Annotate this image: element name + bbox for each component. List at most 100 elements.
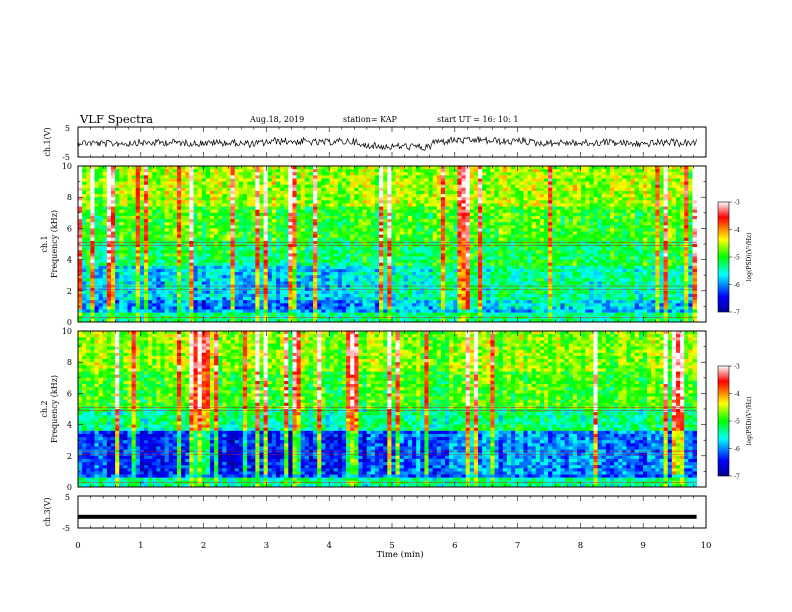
spectrogram-cell xyxy=(271,262,277,267)
spectrogram-cell xyxy=(304,166,310,170)
spectrogram-cell xyxy=(469,215,475,220)
spectrogram-cell xyxy=(655,219,660,223)
spectrogram-cell xyxy=(461,169,467,173)
spectrogram-cell xyxy=(486,247,491,251)
spectrogram-cell xyxy=(226,265,231,270)
spectrogram-cell xyxy=(292,253,297,257)
spectrogram-cell xyxy=(424,234,429,239)
spectrogram-cell xyxy=(366,253,372,257)
spectrogram-cell xyxy=(659,194,664,198)
spectrogram-cell xyxy=(412,200,417,204)
spectrogram-cell xyxy=(461,262,467,267)
spectrogram-cell xyxy=(201,175,207,179)
spectrogram-cell xyxy=(176,253,182,257)
spectrogram-cell xyxy=(313,194,318,198)
spectrogram-cell xyxy=(234,250,240,254)
spectrogram-cell xyxy=(115,175,120,179)
spectrogram-cell xyxy=(535,187,541,192)
spectrogram-cell xyxy=(90,209,95,214)
spectrogram-cell xyxy=(313,190,318,195)
spectrogram-cell xyxy=(176,203,182,207)
spectrogram-cell xyxy=(234,265,240,270)
spectrogram-cell xyxy=(614,206,619,211)
spectrogram-cell xyxy=(412,234,417,239)
spectrogram-cell xyxy=(576,228,582,232)
spectrogram-cell xyxy=(403,231,409,236)
spectrogram-cell xyxy=(131,253,137,257)
spectrogram-cell xyxy=(234,215,240,220)
spectrogram-cell xyxy=(420,197,425,201)
spectrogram-cell xyxy=(407,212,413,217)
spectrogram-cell xyxy=(366,256,372,260)
spectrogram-cell xyxy=(230,203,236,207)
spectrogram-cell xyxy=(412,187,417,192)
spectrogram-cell xyxy=(420,206,425,211)
spectrogram-cell xyxy=(597,194,603,198)
spectrogram-cell xyxy=(350,181,355,186)
spectrogram-cell xyxy=(242,231,248,236)
spectrogram-cell xyxy=(218,237,223,242)
spectrogram-cell xyxy=(581,228,586,232)
spectrogram-cell xyxy=(473,253,479,257)
spectrogram-cell xyxy=(193,209,198,214)
spectrogram-cell xyxy=(234,172,240,176)
spectrogram-cell xyxy=(313,200,318,204)
spectrogram-cell xyxy=(214,228,219,232)
spectrogram-cell xyxy=(556,262,561,267)
spectrogram-cell xyxy=(337,225,343,229)
spectrogram-cell xyxy=(461,190,467,195)
spectrogram-cell xyxy=(292,259,297,264)
spectrogram-cell xyxy=(160,215,165,220)
spectrogram-cell xyxy=(333,166,339,170)
spectrogram-cell xyxy=(152,222,157,226)
spectrogram-cell xyxy=(618,194,623,198)
spectrogram-cell xyxy=(234,234,240,239)
spectrogram-cell xyxy=(593,228,598,232)
spectrogram-cell xyxy=(490,206,495,211)
spectrogram-cell xyxy=(523,247,528,251)
spectrogram-cell xyxy=(642,175,648,179)
spectrogram-cell xyxy=(506,222,512,226)
spectrogram-cell xyxy=(445,228,450,232)
spectrogram-cell xyxy=(123,247,128,251)
spectrogram-cell xyxy=(218,209,223,214)
spectrogram-cell xyxy=(247,175,252,179)
spectrogram-cell xyxy=(102,169,108,173)
spectrogram-cell xyxy=(605,172,611,176)
spectrogram-cell xyxy=(494,228,500,232)
spectrogram-cell xyxy=(362,181,368,186)
spectrogram-cell xyxy=(251,228,256,232)
spectrogram-cell xyxy=(325,187,330,192)
spectrogram-cell xyxy=(675,237,681,242)
spectrogram-cell xyxy=(346,184,351,189)
spectrogram-cell xyxy=(214,190,219,195)
spectrogram-cell xyxy=(626,178,631,182)
spectrogram-cell xyxy=(168,256,174,260)
spectrogram-cell xyxy=(453,200,458,204)
spectrogram-cell xyxy=(172,253,178,257)
spectrogram-cell xyxy=(589,237,594,242)
spectrogram-cell xyxy=(490,190,495,195)
spectrogram-cell xyxy=(218,262,223,267)
spectrogram-cell xyxy=(692,225,697,229)
spectrogram-cell xyxy=(618,187,623,192)
spectrogram-cell xyxy=(548,194,553,198)
spectrogram-cell xyxy=(412,172,417,176)
spectrogram-cell xyxy=(238,184,244,189)
spectrogram-cell xyxy=(160,219,165,223)
spectrogram-cell xyxy=(267,225,273,229)
spectrogram-cell xyxy=(457,250,462,254)
spectrogram-cell xyxy=(176,172,182,176)
spectrogram-cell xyxy=(671,178,677,182)
spectrogram-cell xyxy=(152,169,157,173)
spectrogram-cell xyxy=(605,166,611,170)
spectrogram-cell xyxy=(160,169,165,173)
spectrogram-cell xyxy=(296,175,302,179)
spectrogram-cell xyxy=(247,256,252,260)
spectrogram-cell xyxy=(350,194,355,198)
spectrogram-cell xyxy=(527,212,533,217)
spectrogram-cell xyxy=(321,190,326,195)
spectrogram-cell xyxy=(156,197,161,201)
spectrogram-cell xyxy=(572,228,578,232)
spectrogram-cell xyxy=(230,169,236,173)
